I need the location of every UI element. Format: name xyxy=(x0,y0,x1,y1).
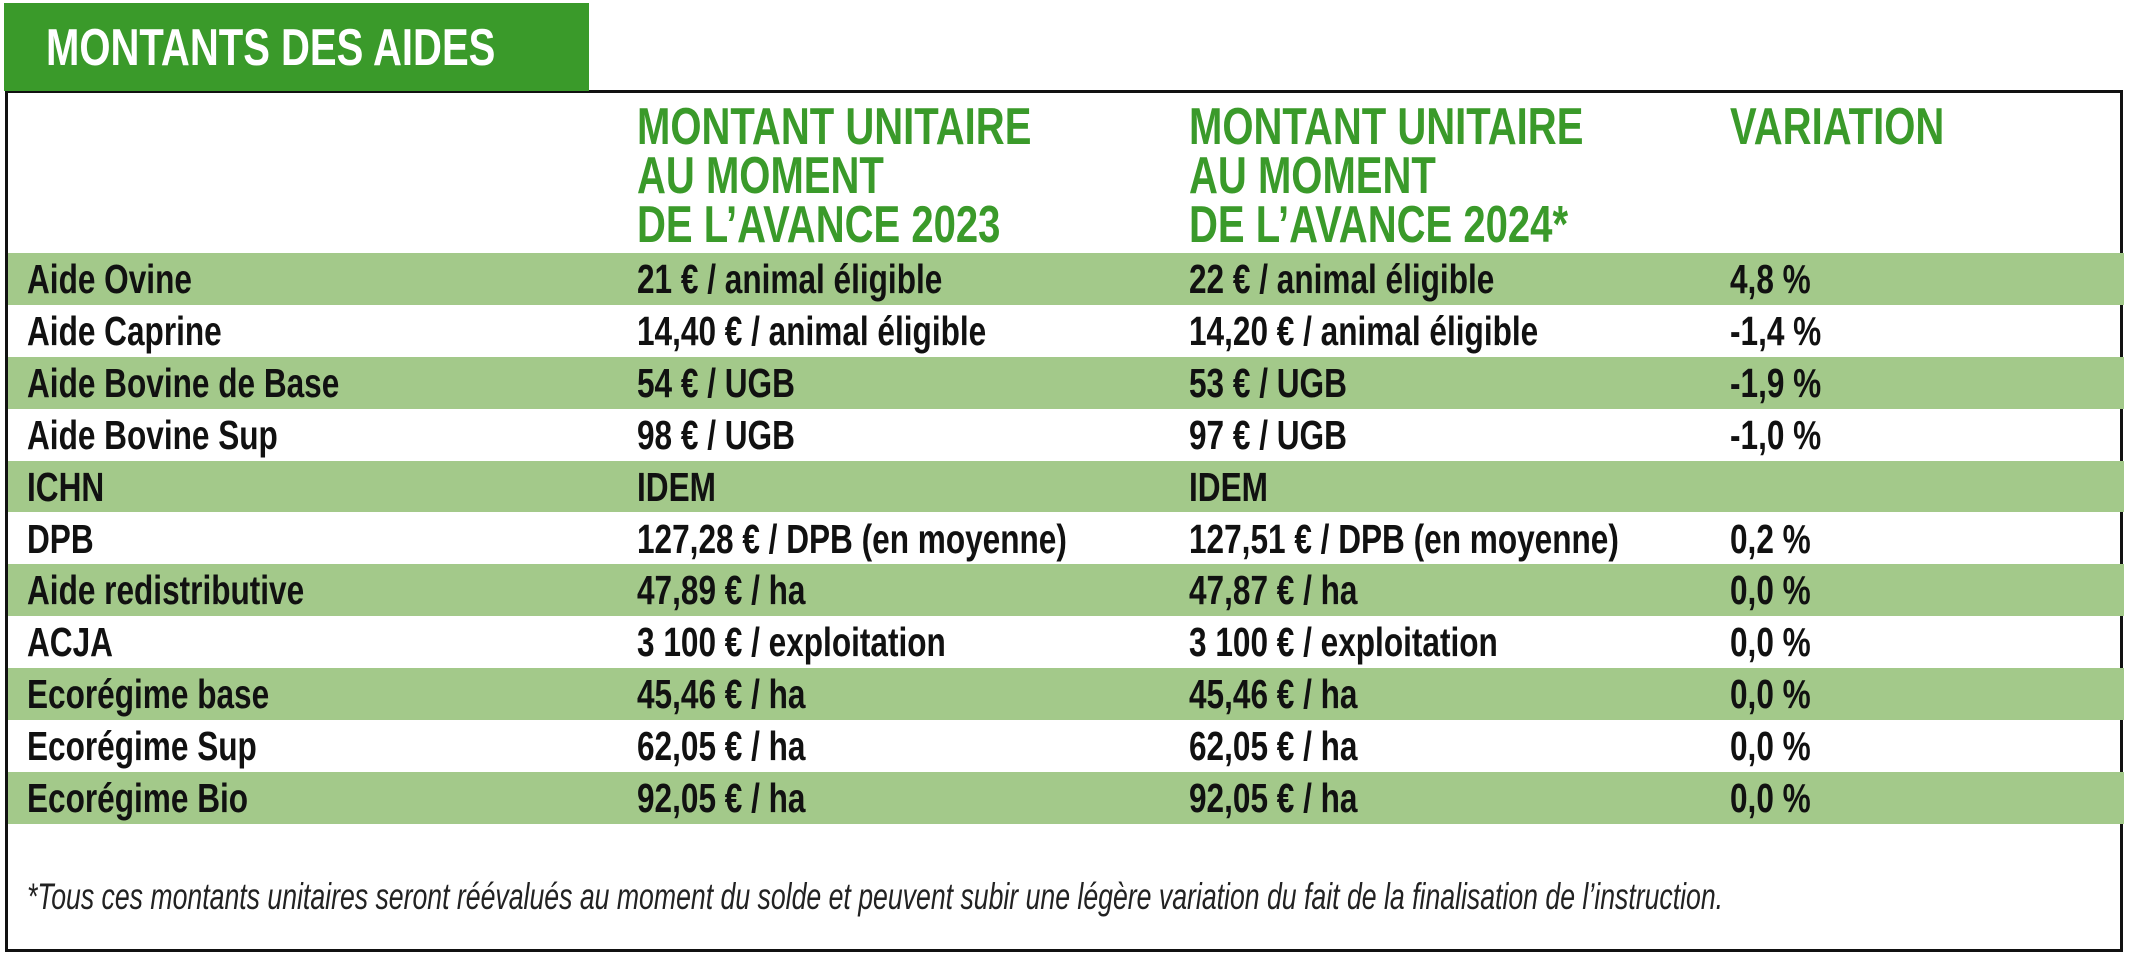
table-cell: 0,0 % xyxy=(1730,775,1811,821)
table-cell: 47,87 € / ha xyxy=(1189,567,1358,614)
table-cell: 22 € / animal éligible xyxy=(1189,256,1495,302)
column-header: DE L’AVANCE 2023 xyxy=(637,196,1001,254)
table-cell: 127,51 € / DPB (en moyenne) xyxy=(1189,515,1619,562)
row-label: Aide redistributive xyxy=(27,567,305,614)
table-cell: 21 € / animal éligible xyxy=(637,256,943,302)
row-stripe xyxy=(8,668,2124,721)
table-cell: 97 € / UGB xyxy=(1189,411,1347,458)
table-cell: 0,0 % xyxy=(1730,723,1811,770)
row-label: Ecorégime Bio xyxy=(27,775,249,821)
table-cell: 14,20 € / animal éligible xyxy=(1189,307,1539,354)
row-stripe xyxy=(8,460,2124,513)
row-label: Ecorégime Sup xyxy=(27,723,257,770)
table-cell: 127,28 € / DPB (en moyenne) xyxy=(637,515,1067,562)
column-header: MONTANT UNITAIRE xyxy=(1189,98,1584,156)
table-cell: 92,05 € / ha xyxy=(1189,775,1358,821)
table-cell: IDEM xyxy=(637,463,716,510)
table-cell: 62,05 € / ha xyxy=(1189,723,1358,770)
table-cell: 3 100 € / exploitation xyxy=(637,619,946,666)
table-cell: 3 100 € / exploitation xyxy=(1189,619,1498,666)
row-label: Aide Caprine xyxy=(27,307,222,354)
table-cell: -1,4 % xyxy=(1730,307,1822,354)
row-label: ACJA xyxy=(27,619,113,666)
table-cell: 54 € / UGB xyxy=(637,359,795,406)
table-cell: 45,46 € / ha xyxy=(637,671,806,718)
title: MONTANTS DES AIDES xyxy=(46,19,496,77)
row-label: Ecorégime base xyxy=(27,671,270,718)
row-label: Aide Bovine Sup xyxy=(27,411,278,458)
row-label: ICHN xyxy=(27,463,105,510)
row-label: Aide Ovine xyxy=(27,256,192,302)
column-header: AU MOMENT xyxy=(637,147,884,205)
table-cell: 0,0 % xyxy=(1730,671,1811,718)
row-stripe xyxy=(8,253,2124,305)
table-cell: -1,9 % xyxy=(1730,359,1822,406)
row-label: Aide Bovine de Base xyxy=(27,359,340,406)
table-cell: 53 € / UGB xyxy=(1189,359,1347,406)
table-cell: -1,0 % xyxy=(1730,411,1822,458)
column-header: DE L’AVANCE 2024* xyxy=(1189,196,1569,254)
table-cell: IDEM xyxy=(1189,463,1268,510)
column-header: MONTANT UNITAIRE xyxy=(637,98,1032,156)
table-cell: 45,46 € / ha xyxy=(1189,671,1358,718)
column-header: VARIATION xyxy=(1730,98,1945,156)
row-stripe xyxy=(8,564,2124,617)
row-label: DPB xyxy=(27,515,94,562)
table-cell: 4,8 % xyxy=(1730,256,1811,302)
table-cell: 98 € / UGB xyxy=(637,411,795,458)
table-cell: 62,05 € / ha xyxy=(637,723,806,770)
table-cell: 0,2 % xyxy=(1730,515,1811,562)
table-frame xyxy=(5,90,2123,952)
footnote: *Tous ces montants unitaires seront réév… xyxy=(27,876,1724,917)
table-cell: 14,40 € / animal éligible xyxy=(637,307,987,354)
row-stripe xyxy=(8,356,2124,409)
table-cell: 92,05 € / ha xyxy=(637,775,806,821)
table-cell: 0,0 % xyxy=(1730,567,1811,614)
title-box xyxy=(4,3,589,91)
column-header: AU MOMENT xyxy=(1189,147,1436,205)
table-cell: 47,89 € / ha xyxy=(637,567,806,614)
table-cell: 0,0 % xyxy=(1730,619,1811,666)
row-stripe xyxy=(8,772,2124,824)
